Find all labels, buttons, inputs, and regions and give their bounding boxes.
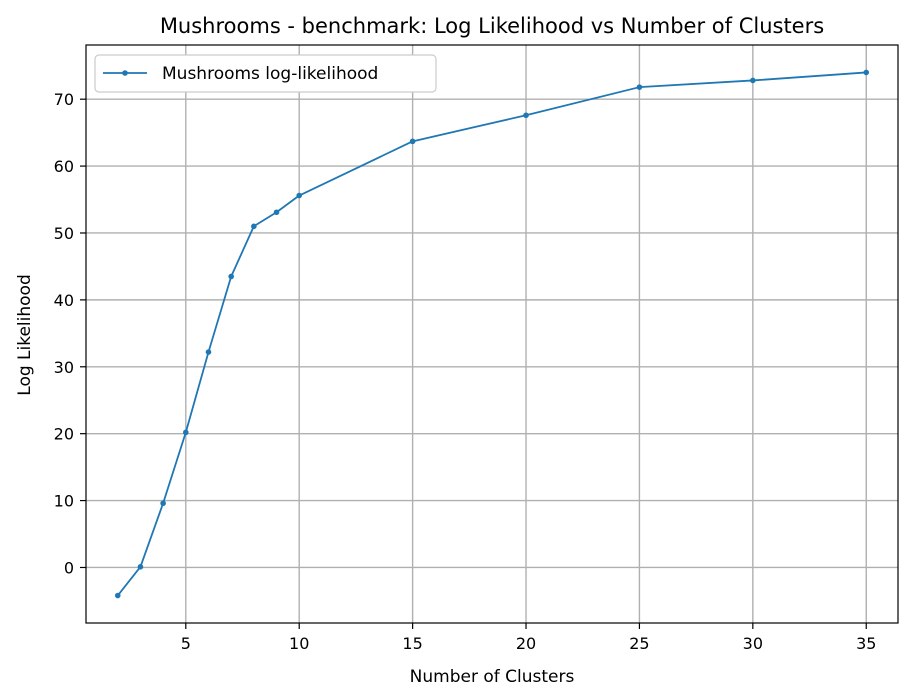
y-axis-ticks: 0 10 20 30 40 50 60 70: [54, 90, 86, 577]
y-tick-label: 60: [54, 157, 74, 176]
x-axis-ticks: 5 10 15 20 25 30 35: [181, 623, 876, 653]
legend-marker-swatch: [122, 70, 128, 76]
x-tick-label: 20: [516, 634, 536, 653]
data-point: [523, 112, 529, 119]
x-tick-label: 10: [289, 634, 309, 653]
legend: Mushrooms log-likelihood: [94, 54, 437, 93]
data-point: [114, 592, 121, 599]
y-tick-label: 0: [64, 558, 74, 577]
data-point: [182, 429, 189, 436]
data-point: [137, 564, 144, 570]
x-axis-label: Number of Clusters: [410, 667, 575, 687]
legend-box: [94, 54, 437, 93]
y-tick-label: 30: [54, 358, 74, 377]
data-point: [228, 273, 234, 280]
data-point: [296, 192, 303, 199]
data-point: [273, 209, 280, 216]
x-tick-label: 30: [743, 634, 763, 653]
x-tick-label: 25: [629, 634, 649, 653]
x-tick-label: 5: [181, 634, 191, 653]
y-tick-label: 20: [54, 425, 74, 444]
data-point: [409, 138, 416, 145]
data-point: [750, 77, 756, 84]
plot-frame: [85, 44, 899, 624]
data-point: [636, 84, 643, 90]
y-tick-label: 50: [54, 224, 74, 243]
y-axis-label: Log Likelihood: [15, 274, 35, 395]
y-tick-label: 70: [54, 90, 74, 109]
x-tick-label: 15: [402, 634, 422, 653]
y-tick-label: 40: [54, 291, 74, 310]
series-line: [117, 71, 867, 597]
legend-entry-label: Mushrooms log-likelihood: [162, 64, 378, 84]
data-point: [205, 349, 212, 355]
x-tick-label: 35: [856, 634, 876, 653]
data-point: [251, 223, 257, 230]
data-point: [160, 500, 166, 507]
grid: [86, 45, 898, 623]
chart-title: Mushrooms - benchmark: Log Likelihood vs…: [160, 14, 824, 38]
data-point: [863, 69, 870, 76]
y-tick-label: 10: [54, 492, 74, 511]
series-layer: [114, 69, 870, 599]
